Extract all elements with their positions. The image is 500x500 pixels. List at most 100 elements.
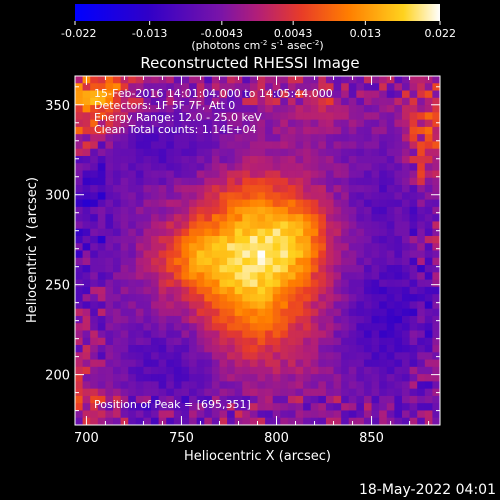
heatmap-cell [227, 177, 236, 186]
heatmap-cell [90, 192, 99, 200]
heatmap-cell [196, 388, 205, 397]
heatmap-cell [120, 337, 129, 346]
heatmap-cell [219, 163, 228, 171]
heatmap-cell [151, 206, 160, 215]
heatmap-cell [151, 395, 160, 404]
heatmap-cell [211, 388, 220, 397]
heatmap-cell [325, 185, 334, 193]
heatmap-cell [356, 294, 365, 302]
heatmap-cell [90, 76, 99, 84]
heatmap-cell [265, 90, 274, 99]
heatmap-cell [272, 286, 281, 295]
heatmap-cell [310, 257, 319, 266]
heatmap-cell [105, 366, 114, 375]
heatmap-cell [295, 126, 304, 135]
heatmap-cell [325, 83, 334, 91]
heatmap-cell [272, 206, 281, 215]
heatmap-cell [318, 337, 327, 346]
heatmap-cell [417, 345, 426, 353]
heatmap-cell [432, 265, 441, 273]
heatmap-cell [401, 366, 410, 375]
heatmap-cell [143, 235, 152, 244]
heatmap-cell [181, 76, 190, 84]
heatmap-cell [181, 148, 190, 157]
heatmap-cell [166, 221, 175, 230]
heatmap-cell [120, 126, 129, 135]
heatmap-cell [371, 206, 380, 215]
heatmap-cell [417, 83, 426, 91]
heatmap-cell [135, 301, 144, 310]
heatmap-cell [181, 308, 190, 317]
heatmap-cell [325, 155, 334, 164]
heatmap-cell [265, 141, 274, 150]
heatmap-cell [151, 83, 160, 91]
heatmap-cell [227, 395, 236, 404]
heatmap-cell [143, 395, 152, 404]
heatmap-cell [363, 366, 372, 375]
heatmap-cell [303, 206, 312, 215]
heatmap-cell [432, 76, 441, 84]
heatmap-cell [242, 359, 251, 368]
heatmap-cell [135, 381, 144, 390]
heatmap-cell [371, 112, 380, 121]
heatmap-cell [348, 119, 357, 128]
heatmap-cell [409, 155, 418, 164]
heatmap-cell [234, 148, 243, 157]
heatmap-cell [432, 366, 441, 375]
heatmap-cell [424, 243, 433, 251]
heatmap-cell [189, 374, 198, 382]
heatmap-cell [242, 250, 251, 259]
heatmap-cell [424, 228, 433, 237]
heatmap-cell [303, 315, 312, 324]
heatmap-cell [348, 323, 357, 331]
heatmap-cell [120, 214, 129, 222]
heatmap-cell [341, 214, 350, 222]
heatmap-cell [189, 330, 198, 339]
heatmap-cell [234, 235, 243, 244]
heatmap-cell [280, 417, 289, 426]
heatmap-cell [158, 126, 167, 135]
heatmap-cell [265, 388, 274, 397]
heatmap-cell [234, 243, 243, 251]
heatmap-cell [401, 163, 410, 171]
heatmap-cell [310, 228, 319, 237]
heatmap-cell [211, 119, 220, 128]
heatmap-cell [394, 177, 403, 186]
heatmap-cell [401, 403, 410, 411]
heatmap-cell [128, 345, 137, 353]
heatmap-cell [348, 352, 357, 360]
heatmap-cell [287, 177, 296, 186]
heatmap-cell [219, 250, 228, 259]
heatmap-cell [128, 395, 137, 404]
heatmap-cell [181, 250, 190, 259]
heatmap-cell [341, 366, 350, 375]
heatmap-cell [409, 301, 418, 310]
heatmap-cell [287, 294, 296, 302]
heatmap-cell [120, 148, 129, 157]
heatmap-cell [280, 279, 289, 288]
heatmap-cell [371, 148, 380, 157]
heatmap-cell [424, 410, 433, 419]
heatmap-cell [356, 221, 365, 230]
heatmap-cell [128, 148, 137, 157]
heatmap-cell [257, 148, 266, 157]
heatmap-cell [82, 83, 91, 91]
heatmap-cell [105, 97, 114, 106]
heatmap-cell [151, 257, 160, 266]
heatmap-cell [166, 265, 175, 273]
heatmap-cell [211, 265, 220, 273]
heatmap-cell [242, 90, 251, 99]
heatmap-cell [166, 352, 175, 360]
heatmap-cell [432, 206, 441, 215]
heatmap-cell [97, 294, 106, 302]
heatmap-cell [143, 192, 152, 200]
heatmap-cell [333, 90, 342, 99]
heatmap-cell [371, 359, 380, 368]
heatmap-cell [424, 359, 433, 368]
heatmap-cell [295, 265, 304, 273]
heatmap-cell [204, 279, 213, 288]
heatmap-cell [105, 235, 114, 244]
heatmap-cell [371, 90, 380, 99]
heatmap-cell [143, 119, 152, 128]
heatmap-cell [409, 199, 418, 208]
